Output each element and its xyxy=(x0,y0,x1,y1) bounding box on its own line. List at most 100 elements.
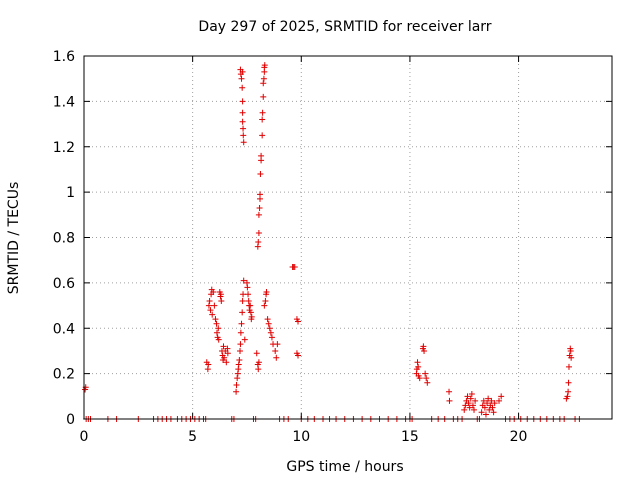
data-point xyxy=(215,336,222,343)
data-point xyxy=(489,404,496,411)
data-point xyxy=(234,375,241,382)
data-point xyxy=(266,325,273,332)
data-point xyxy=(567,347,574,354)
data-point xyxy=(267,329,274,336)
data-point xyxy=(481,404,488,411)
data-marks xyxy=(82,62,583,422)
data-point xyxy=(223,359,230,366)
data-point xyxy=(233,388,240,395)
data-point xyxy=(263,288,270,295)
y-tick-label: 1.4 xyxy=(53,94,75,110)
data-point xyxy=(240,277,247,284)
data-point xyxy=(239,298,246,305)
data-point xyxy=(210,288,217,295)
data-point xyxy=(206,298,213,305)
data-point xyxy=(464,393,471,400)
data-point xyxy=(490,409,497,416)
data-point xyxy=(260,80,267,87)
data-point xyxy=(239,118,246,125)
data-point xyxy=(239,309,246,316)
data-point xyxy=(247,309,254,316)
data-point xyxy=(261,62,268,69)
x-tick-label: 10 xyxy=(292,429,310,445)
grid-layer xyxy=(84,56,612,419)
data-point xyxy=(268,334,275,341)
data-point xyxy=(236,357,243,364)
data-point xyxy=(239,109,246,116)
data-point xyxy=(488,397,495,404)
data-point xyxy=(258,152,265,159)
data-point xyxy=(245,291,252,298)
data-point xyxy=(247,302,254,309)
data-point xyxy=(257,191,263,198)
axis-ticks: 0 0.2 0.4 0.6 0.8 1 1.2 1.4 1.6 0 5 10 15 20 xyxy=(53,49,612,445)
data-point xyxy=(416,375,423,382)
data-point xyxy=(224,350,231,357)
data-point xyxy=(264,316,271,323)
data-point xyxy=(446,388,453,395)
data-point xyxy=(420,343,427,350)
y-axis-label: SRMTID / TECUs xyxy=(6,182,22,295)
data-point xyxy=(255,229,262,236)
data-point xyxy=(213,320,220,327)
chart-title: Day 297 of 2025, SRMTID for receiver lar… xyxy=(198,19,491,35)
data-point xyxy=(205,302,212,309)
data-point xyxy=(240,125,247,132)
data-point xyxy=(469,402,476,409)
data-point xyxy=(260,93,267,100)
data-point xyxy=(244,284,251,291)
data-point xyxy=(238,320,245,327)
y-tick-label: 0.6 xyxy=(53,276,75,292)
data-point xyxy=(491,400,498,407)
data-point xyxy=(466,404,473,411)
data-point xyxy=(421,347,428,354)
data-point xyxy=(255,211,262,218)
data-point xyxy=(274,341,281,348)
data-point xyxy=(468,391,475,398)
y-tick-label: 0 xyxy=(66,412,75,428)
data-point xyxy=(565,363,572,370)
data-point xyxy=(291,263,298,270)
x-tick-label: 20 xyxy=(510,429,528,445)
data-point xyxy=(257,170,264,177)
y-tick-label: 1.2 xyxy=(53,140,75,156)
data-point xyxy=(295,352,302,359)
data-point xyxy=(482,411,489,418)
data-point xyxy=(255,366,262,373)
data-point xyxy=(478,409,485,416)
data-point xyxy=(256,205,263,212)
data-point xyxy=(565,388,572,395)
data-point xyxy=(472,397,479,404)
data-point xyxy=(496,397,503,404)
x-tick-label: 0 xyxy=(80,429,89,445)
data-point xyxy=(423,375,430,382)
data-point xyxy=(485,395,492,402)
data-point xyxy=(205,361,212,368)
data-point xyxy=(262,298,269,305)
data-point xyxy=(465,400,472,407)
data-point xyxy=(248,313,255,320)
data-point xyxy=(233,381,240,388)
data-point xyxy=(213,329,220,336)
data-point xyxy=(259,109,266,116)
data-point xyxy=(414,359,421,366)
data-point xyxy=(240,139,247,146)
x-tick-label: 5 xyxy=(188,429,197,445)
data-point xyxy=(467,395,474,402)
data-point xyxy=(568,354,575,361)
data-point xyxy=(471,406,478,413)
data-point xyxy=(239,84,246,91)
y-tick-label: 1.6 xyxy=(53,49,75,65)
data-point xyxy=(215,325,222,332)
data-point xyxy=(239,98,246,105)
data-point xyxy=(211,302,218,309)
data-point xyxy=(239,68,246,75)
data-point xyxy=(237,347,244,354)
data-point xyxy=(209,311,216,318)
y-tick-label: 0.8 xyxy=(53,231,75,247)
data-point xyxy=(255,239,262,246)
y-tick-label: 1 xyxy=(66,185,75,201)
data-point xyxy=(415,363,422,370)
data-point xyxy=(272,347,279,354)
